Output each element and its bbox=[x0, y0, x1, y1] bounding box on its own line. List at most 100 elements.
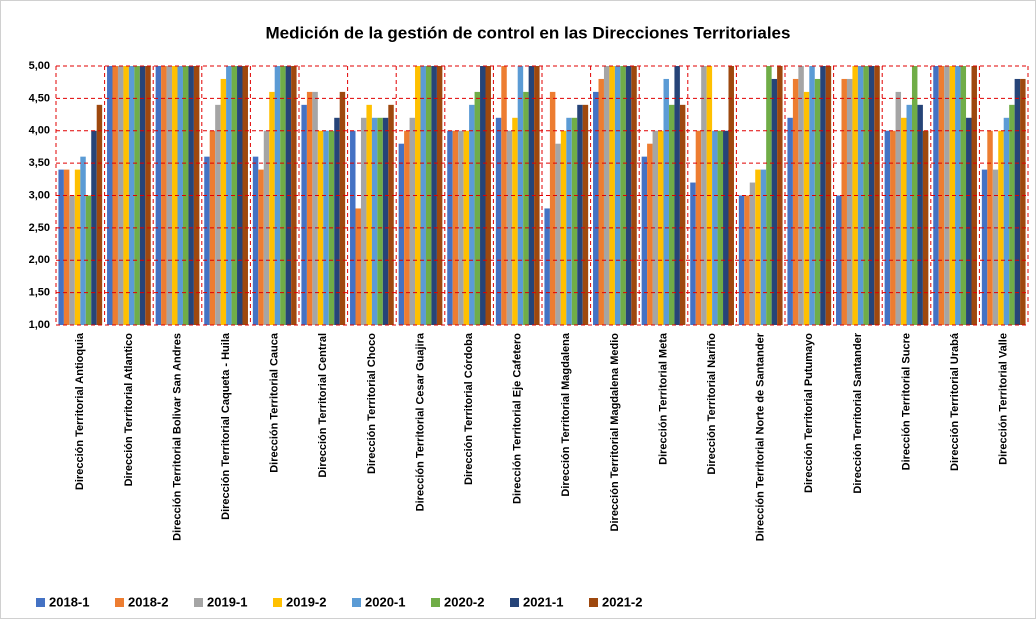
x-tick-label: Dirección Territorial Cesar Guajira bbox=[414, 332, 426, 511]
bar bbox=[96, 104, 103, 325]
bar bbox=[884, 130, 891, 325]
bar bbox=[366, 104, 372, 325]
bar bbox=[760, 169, 767, 325]
bar bbox=[792, 78, 799, 325]
bar bbox=[85, 195, 92, 325]
bar bbox=[155, 66, 162, 325]
legend-label: 2018-1 bbox=[49, 594, 89, 609]
bar bbox=[134, 66, 140, 325]
legend-label: 2020-2 bbox=[444, 594, 484, 609]
bar bbox=[107, 66, 113, 325]
x-tick-label: Dirección Territorial Antioquia bbox=[74, 332, 86, 490]
x-tick-label: Dirección Territorial Bolivar San Andres bbox=[171, 333, 183, 541]
chart-title: Medición de la gestión de control en las… bbox=[266, 23, 791, 42]
bar bbox=[981, 169, 988, 325]
bar bbox=[814, 78, 821, 325]
y-tick-label: 5,00 bbox=[29, 60, 50, 72]
bar bbox=[215, 104, 221, 325]
x-tick-label: Dirección Territorial Santander bbox=[852, 332, 864, 493]
bar bbox=[652, 130, 659, 325]
bar bbox=[371, 117, 378, 325]
bar bbox=[474, 91, 481, 326]
bar bbox=[992, 169, 999, 325]
bar bbox=[846, 78, 853, 325]
legend-swatch bbox=[115, 598, 124, 607]
bar bbox=[388, 104, 394, 325]
bar bbox=[787, 117, 793, 325]
bar bbox=[204, 156, 210, 325]
bar bbox=[744, 195, 750, 325]
x-tick-label: Dirección Territorial Nariño bbox=[706, 333, 718, 475]
bar bbox=[577, 104, 583, 325]
bar bbox=[226, 66, 232, 325]
bar bbox=[177, 66, 183, 325]
bar bbox=[771, 78, 778, 325]
bar bbox=[966, 117, 972, 325]
bar bbox=[549, 91, 556, 326]
x-tick-label: Dirección Territorial Meta bbox=[657, 332, 669, 465]
bar bbox=[409, 117, 416, 325]
bar bbox=[63, 169, 70, 325]
bar bbox=[480, 66, 486, 325]
bar bbox=[906, 104, 912, 325]
bar bbox=[755, 169, 761, 325]
bar bbox=[582, 104, 589, 325]
bar bbox=[749, 182, 756, 325]
x-tick-label: Dirección Territorial Central bbox=[317, 333, 329, 478]
bar bbox=[252, 156, 259, 325]
y-tick-label: 2,00 bbox=[29, 254, 50, 266]
bar bbox=[463, 130, 470, 325]
bar bbox=[960, 66, 967, 325]
bar bbox=[603, 66, 610, 325]
x-tick-label: Dirección Territorial Cauca bbox=[269, 332, 281, 473]
legend-swatch bbox=[510, 598, 519, 607]
bar bbox=[74, 169, 81, 325]
y-tick-label: 2,50 bbox=[29, 222, 50, 234]
y-tick-label: 1,00 bbox=[29, 319, 50, 331]
legend-label: 2018-2 bbox=[128, 594, 168, 609]
bar bbox=[566, 117, 572, 325]
bar bbox=[398, 143, 405, 325]
bar bbox=[668, 104, 675, 325]
bar bbox=[895, 91, 902, 326]
bar bbox=[355, 208, 361, 325]
bar bbox=[1003, 117, 1010, 325]
legend-swatch bbox=[352, 598, 361, 607]
legend-label: 2020-1 bbox=[365, 594, 405, 609]
legend-swatch bbox=[431, 598, 440, 607]
legend-label: 2021-1 bbox=[523, 594, 563, 609]
bar bbox=[323, 130, 329, 325]
bar bbox=[1009, 104, 1015, 325]
bar bbox=[523, 91, 529, 326]
x-tick-label: Dirección Territorial Atlantico bbox=[123, 333, 135, 487]
bar bbox=[679, 104, 686, 325]
legend-label: 2019-2 bbox=[286, 594, 326, 609]
x-tick-label: Dirección Territorial Norte de Santander bbox=[755, 332, 767, 541]
x-tick-label: Dirección Territorial Eje Cafetero bbox=[512, 333, 524, 504]
bar bbox=[863, 66, 869, 325]
bar bbox=[258, 169, 264, 325]
bar bbox=[58, 169, 64, 325]
bar bbox=[857, 66, 864, 325]
x-tick-label: Dirección Territorial Magdalena Medio bbox=[609, 333, 621, 532]
bar bbox=[571, 117, 578, 325]
bar bbox=[631, 66, 637, 325]
legend-swatch bbox=[273, 598, 282, 607]
bar bbox=[955, 66, 961, 325]
y-tick-label: 4,00 bbox=[29, 125, 50, 137]
bar bbox=[723, 130, 729, 325]
bar bbox=[836, 195, 842, 325]
bar bbox=[690, 182, 696, 325]
bar bbox=[339, 91, 346, 326]
bar bbox=[172, 66, 178, 325]
x-tick-label: Dirección Territorial Putumayo bbox=[803, 333, 815, 493]
y-tick-label: 1,50 bbox=[29, 287, 50, 299]
legend-swatch bbox=[589, 598, 598, 607]
bar bbox=[485, 66, 491, 325]
x-tick-label: Dirección Territorial Valle bbox=[998, 333, 1010, 465]
bar bbox=[901, 117, 907, 325]
bar bbox=[641, 156, 648, 325]
x-tick-label: Dirección Territorial Urabá bbox=[949, 332, 961, 471]
bar bbox=[544, 208, 550, 325]
